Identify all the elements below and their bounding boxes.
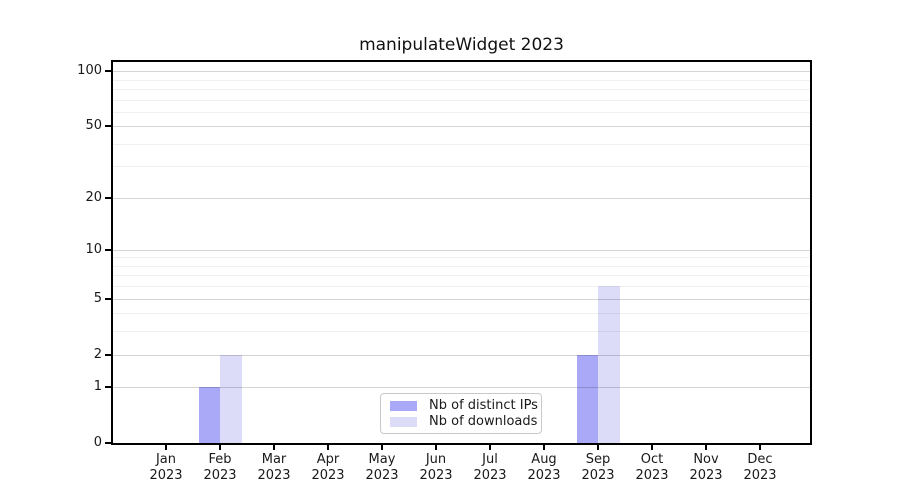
bar-sep-series0 <box>576 354 598 443</box>
gridline-major-100 <box>113 71 810 72</box>
legend-item-distinct-ips: Nb of distinct IPs <box>390 399 538 413</box>
gridline-major-2 <box>113 354 810 356</box>
x-tick-mark-oct <box>651 445 653 450</box>
x-tick-mark-sep <box>597 445 599 450</box>
y-tick-mark-100 <box>105 70 111 72</box>
y-tick-label-10: 10 <box>85 241 102 257</box>
y-tick-label-1: 1 <box>93 379 102 395</box>
plot-inner: Nb of distinct IPs Nb of downloads <box>113 62 810 443</box>
gridline-minor-90 <box>113 79 810 81</box>
x-tick-mark-aug <box>543 445 545 450</box>
legend: Nb of distinct IPs Nb of downloads <box>380 393 542 434</box>
gridline-major-5 <box>113 298 810 300</box>
x-tick-mark-apr <box>327 445 329 450</box>
gridline-major-20 <box>113 197 810 199</box>
legend-swatch-distinct-ips <box>390 401 417 411</box>
grid-layer <box>113 62 810 443</box>
x-tick-mark-jan <box>165 445 167 450</box>
gridline-major-10 <box>113 249 810 251</box>
x-tick-label-dec: Dec 2023 <box>743 452 777 483</box>
gridline-minor-70 <box>113 99 810 101</box>
y-tick-mark-5 <box>105 297 111 300</box>
y-tick-mark-50 <box>105 125 111 128</box>
bar-feb-series1 <box>220 354 242 443</box>
x-tick-mark-jun <box>435 445 437 450</box>
gridline-major-50 <box>113 126 810 128</box>
y-tick-label-20: 20 <box>85 189 102 205</box>
x-tick-mark-may <box>381 445 383 450</box>
legend-swatch-downloads <box>390 417 417 427</box>
gridline-major-1 <box>113 387 810 389</box>
legend-label-downloads: Nb of downloads <box>429 414 538 429</box>
chart-title: manipulateWidget 2023 <box>359 35 564 55</box>
plot-area: Nb of distinct IPs Nb of downloads <box>111 60 812 445</box>
x-tick-label-oct: Oct 2023 <box>635 452 669 483</box>
gridline-minor-4 <box>113 313 810 315</box>
x-tick-label-mar: Mar 2023 <box>257 452 291 483</box>
x-tick-label-may: May 2023 <box>365 452 399 483</box>
x-tick-label-nov: Nov 2023 <box>689 452 723 483</box>
x-tick-label-jul: Jul 2023 <box>473 452 507 483</box>
bar-feb-series0 <box>198 387 220 443</box>
gridline-minor-7 <box>113 275 810 277</box>
y-tick-mark-2 <box>105 353 111 356</box>
x-tick-label-jun: Jun 2023 <box>419 452 453 483</box>
bars-layer <box>113 62 810 443</box>
y-tick-label-50: 50 <box>85 118 102 134</box>
x-tick-mark-jul <box>489 445 491 450</box>
y-tick-mark-0 <box>105 442 111 444</box>
y-tick-mark-10 <box>105 248 111 251</box>
x-tick-mark-dec <box>759 445 761 450</box>
gridline-minor-9 <box>113 257 810 259</box>
y-tick-label-100: 100 <box>77 63 102 78</box>
gridline-minor-40 <box>113 143 810 145</box>
legend-label-distinct-ips: Nb of distinct IPs <box>429 398 538 413</box>
gridline-minor-30 <box>113 166 810 168</box>
y-tick-label-5: 5 <box>93 290 102 306</box>
x-tick-label-apr: Apr 2023 <box>311 452 345 483</box>
gridline-minor-3 <box>113 331 810 333</box>
x-tick-label-aug: Aug 2023 <box>527 452 561 483</box>
gridline-minor-60 <box>113 111 810 113</box>
x-tick-label-feb: Feb 2023 <box>203 452 237 483</box>
y-tick-mark-1 <box>105 386 111 389</box>
gridline-minor-8 <box>113 265 810 267</box>
x-tick-label-sep: Sep 2023 <box>581 452 615 483</box>
y-tick-mark-20 <box>105 196 111 199</box>
x-tick-mark-mar <box>273 445 275 450</box>
y-tick-label-0: 0 <box>93 435 102 450</box>
x-tick-mark-feb <box>219 445 221 450</box>
y-tick-label-2: 2 <box>93 346 102 362</box>
gridline-minor-80 <box>113 88 810 90</box>
gridline-minor-6 <box>113 286 810 288</box>
bar-sep-series1 <box>598 286 620 443</box>
x-tick-label-jan: Jan 2023 <box>149 452 183 483</box>
x-tick-mark-nov <box>705 445 707 450</box>
legend-item-downloads: Nb of downloads <box>390 415 537 429</box>
